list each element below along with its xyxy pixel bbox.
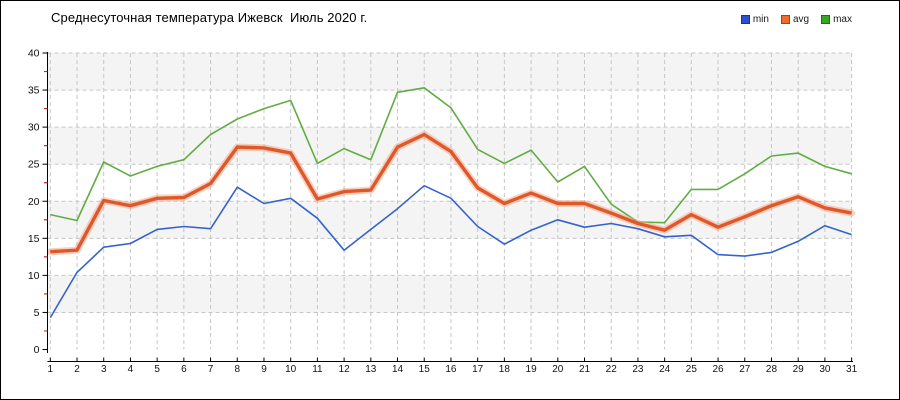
x-axis-label: 20 xyxy=(552,364,564,375)
x-axis-label: 14 xyxy=(392,364,404,375)
x-axis-label: 17 xyxy=(472,364,484,375)
x-axis-label: 15 xyxy=(419,364,431,375)
legend-item-max: max xyxy=(821,14,852,25)
x-axis-label: 3 xyxy=(101,364,107,375)
x-axis-label: 5 xyxy=(154,364,160,375)
x-axis-label: 7 xyxy=(208,364,214,375)
x-axis-label: 4 xyxy=(128,364,134,375)
legend-swatch-max-icon xyxy=(821,15,831,24)
x-axis-label: 9 xyxy=(261,364,267,375)
y-axis-label: 25 xyxy=(28,159,40,171)
x-axis-label: 13 xyxy=(365,364,377,375)
x-axis-label: 27 xyxy=(739,364,751,375)
x-axis-label: 19 xyxy=(526,364,538,375)
x-axis-label: 23 xyxy=(632,364,644,375)
y-axis-label: 15 xyxy=(28,233,40,245)
x-axis-label: 31 xyxy=(846,364,858,375)
x-axis-label: 21 xyxy=(579,364,591,375)
y-axis-label: 35 xyxy=(28,85,40,97)
x-axis-label: 10 xyxy=(285,364,297,375)
chart-title: Среднесуточная температура Ижевск Июль 2… xyxy=(51,10,368,25)
plot-band xyxy=(47,53,852,91)
series-avg-line xyxy=(50,132,852,254)
legend-swatch-avg-icon xyxy=(780,15,790,24)
legend-label-avg: avg xyxy=(792,14,810,25)
x-axis-label: 1 xyxy=(48,364,54,375)
legend-swatch-min-icon xyxy=(740,15,750,24)
legend-item-avg: avg xyxy=(780,14,810,25)
series-max-line xyxy=(50,87,852,224)
y-axis-label: 0 xyxy=(34,344,40,356)
y-axis-label: 40 xyxy=(28,48,40,60)
x-axis-label: 28 xyxy=(766,364,778,375)
y-axis-label: 30 xyxy=(28,122,40,134)
y-axis-label: 20 xyxy=(28,196,40,208)
x-axis-label: 26 xyxy=(712,364,724,375)
plot-band xyxy=(47,127,852,165)
chart-legend: min avg max xyxy=(740,14,852,25)
x-axis-label: 30 xyxy=(819,364,831,375)
legend-item-min: min xyxy=(740,14,769,25)
x-axis-label: 29 xyxy=(793,364,805,375)
y-axis-label: 5 xyxy=(34,307,40,319)
series-min-line xyxy=(49,184,852,319)
x-axis-label: 6 xyxy=(181,364,187,375)
x-axis-label: 25 xyxy=(686,364,698,375)
x-axis-label: 22 xyxy=(606,364,618,375)
x-axis-label: 16 xyxy=(445,364,457,375)
y-axis-label: 10 xyxy=(28,270,40,282)
x-axis-label: 2 xyxy=(74,364,80,375)
x-axis-label: 24 xyxy=(659,364,671,375)
legend-label-min: min xyxy=(752,14,769,25)
x-axis-label: 11 xyxy=(312,364,323,375)
legend-label-max: max xyxy=(833,14,852,25)
x-axis-label: 12 xyxy=(339,364,351,375)
x-axis-label: 18 xyxy=(499,364,511,375)
plot-band xyxy=(47,275,852,313)
plot-band xyxy=(47,201,852,239)
x-axis-label: 8 xyxy=(234,364,240,375)
